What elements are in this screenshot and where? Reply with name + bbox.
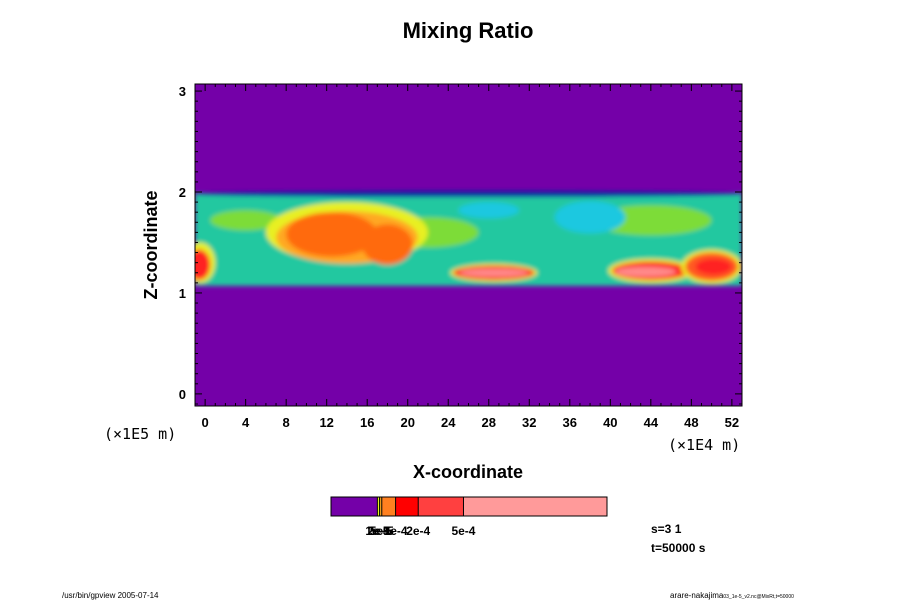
colorbar-label: 2e-4: [406, 524, 430, 538]
colorbar-labels: 1e-52e-55e-51e-42e-4 5e-4: [365, 524, 475, 538]
field-blob-1: [210, 210, 282, 231]
field-blob-18: [695, 258, 732, 275]
z-scale-note: (×1E5 m): [104, 425, 176, 443]
field-blob-4: [458, 202, 520, 219]
colorbar-label: 1e-4: [384, 524, 408, 538]
x-tick-label: 12: [319, 415, 333, 430]
x-tick-label: 24: [441, 415, 456, 430]
y-tick-label: 2: [179, 185, 186, 200]
field-blob-20: [195, 249, 211, 280]
colorbar-label: 1e-5: [365, 524, 389, 538]
chart-title: Mixing Ratio: [403, 18, 534, 43]
field-blob-21: [195, 190, 742, 198]
x-tick-label: 36: [563, 415, 577, 430]
field-blob-5: [554, 201, 626, 234]
colorbar-segment-1: [377, 497, 380, 516]
y-tick-label: 3: [179, 84, 186, 99]
field-blob-12: [459, 268, 529, 277]
s-annotation: s=3 1: [651, 522, 682, 536]
y-tick-label: 0: [179, 387, 186, 402]
colorbar-frame: [330, 496, 608, 517]
field-blob-8: [286, 212, 378, 257]
t-annotation: t=50000 s: [651, 541, 706, 555]
footer-right-sub: 03_1e-5_v2.nc@MixRt,t=50000: [723, 594, 794, 600]
y-axis-label: Z-coordinate: [141, 190, 161, 299]
footer-left: /usr/bin/gpview 2005-07-14: [62, 591, 159, 600]
x-tick-label: 40: [603, 415, 617, 430]
colorbar-segment-0: [331, 497, 378, 516]
x-tick-label: 20: [400, 415, 414, 430]
colorbar-segment-4: [395, 497, 419, 516]
y-tick-label: 1: [179, 286, 186, 301]
x-axis-label: X-coordinate: [413, 462, 523, 482]
colorbar-segment-3: [381, 497, 396, 516]
x-tick-label: 44: [644, 415, 659, 430]
x-tick-label: 32: [522, 415, 536, 430]
colorbar-segment-2: [379, 497, 382, 516]
mixing-ratio-field: [195, 190, 742, 286]
field-blob-9: [362, 224, 413, 265]
x-tick-label: 0: [202, 415, 209, 430]
x-tick-label: 4: [242, 415, 250, 430]
x-scale-note: (×1E4 m): [668, 436, 740, 454]
colorbar-label: 5e-4: [451, 524, 475, 538]
field-blob-15: [615, 266, 677, 277]
x-tick-label: 8: [283, 415, 290, 430]
x-tick-label: 52: [725, 415, 739, 430]
colorbar-segment-5: [418, 497, 464, 516]
colorbar: [331, 497, 607, 516]
colorbar-label: 2e-5: [368, 524, 392, 538]
colorbar-segment-6: [463, 497, 607, 516]
x-tick-label: 16: [360, 415, 374, 430]
footer-right: arare-nakajima03_1e-5_v2.nc@MixRt,t=5000…: [670, 591, 794, 600]
x-tick-label: 48: [684, 415, 698, 430]
x-tick-label: 28: [482, 415, 496, 430]
footer-right-main: arare-nakajima: [670, 591, 724, 600]
colorbar-label: 5e-5: [370, 524, 394, 538]
